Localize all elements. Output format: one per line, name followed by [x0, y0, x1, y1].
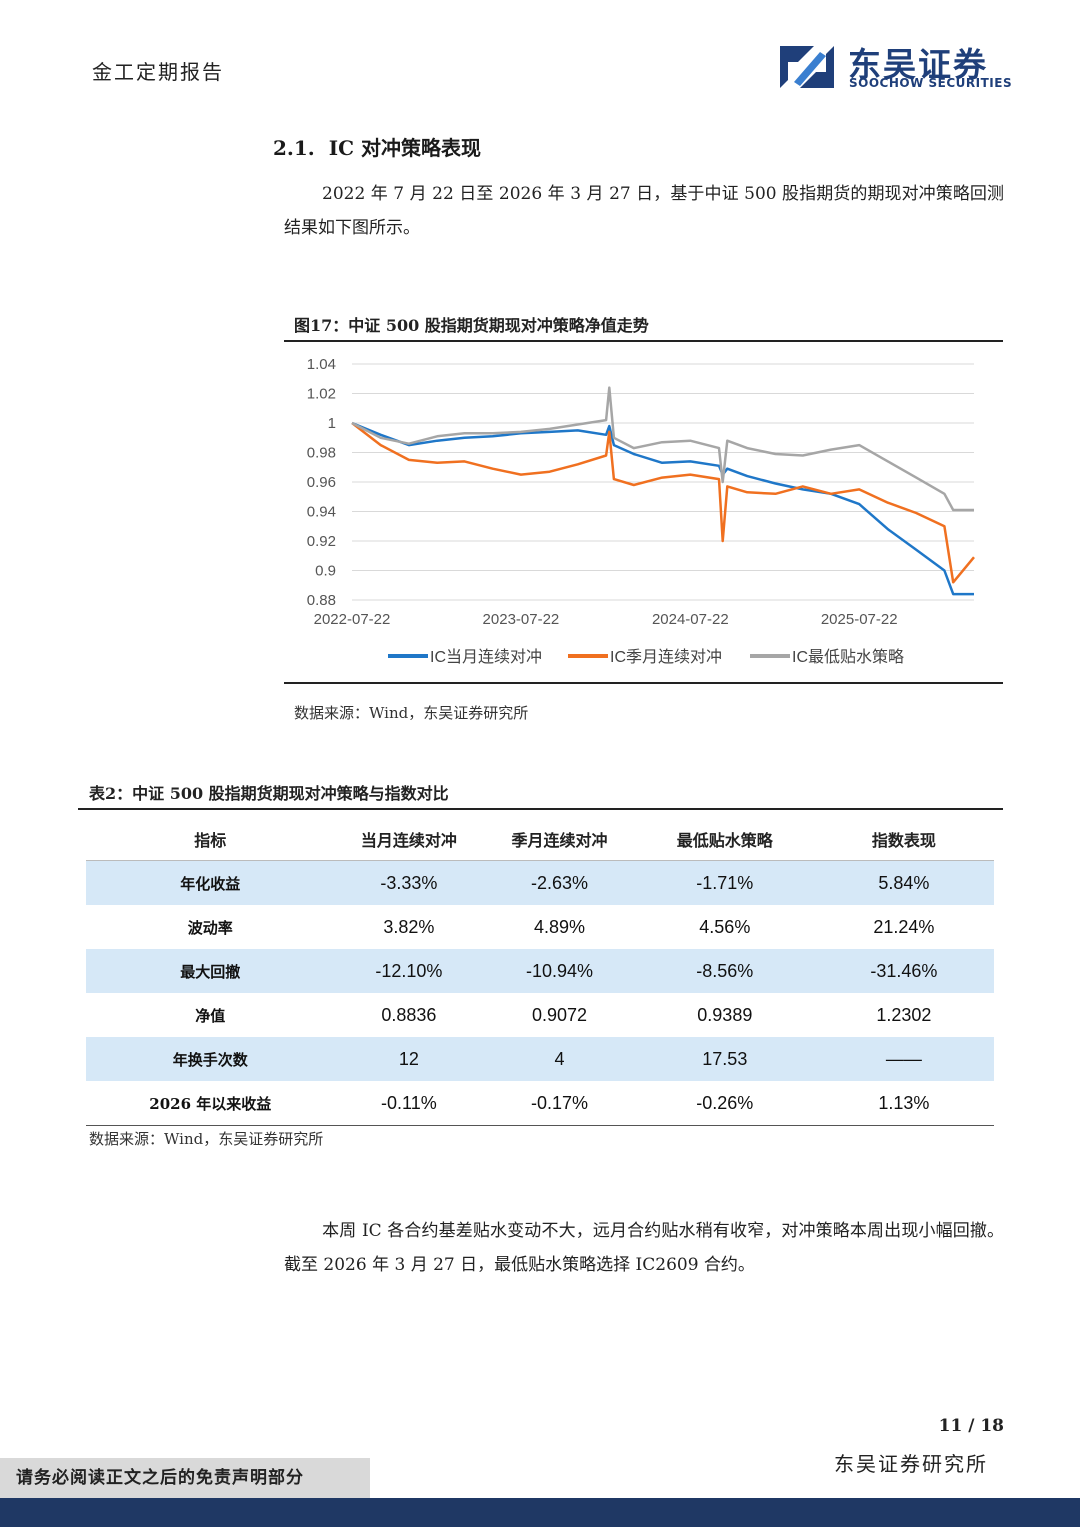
x-tick-label: 2025-07-22: [821, 611, 898, 628]
disclaimer-banner: 请务必阅读正文之后的免责声明部分: [0, 1458, 370, 1498]
table-row: 年化收益 -3.33% -2.63% -1.71% 5.84%: [86, 860, 994, 905]
table-cell: -8.56%: [635, 949, 814, 993]
table-row: 年换手次数 12 4 17.53 ——: [86, 1037, 994, 1081]
table-source: 数据来源：Wind，东吴证券研究所: [89, 1130, 324, 1148]
table-cell: 4.89%: [533, 916, 586, 937]
footer-institute: 东吴证券研究所: [834, 1452, 988, 1476]
y-tick-label: 0.96: [307, 474, 336, 491]
row-label: 最大回撤: [86, 949, 335, 993]
table-cell: -0.11%: [334, 1081, 484, 1126]
x-tick-label: 2024-07-22: [652, 611, 729, 628]
header-cell: 季月连续对冲: [483, 818, 636, 861]
table-cell: -3.33%: [334, 860, 484, 905]
brand-logo: 东吴证券 SOOCHOW SECURITIES: [776, 40, 1012, 96]
table-cell: -0.17%: [483, 1081, 636, 1126]
y-tick-label: 1: [328, 415, 336, 432]
table-row: 净值 0.8836 0.9072 0.9389 1.2302: [86, 993, 994, 1037]
table-cell: -12.10%: [334, 949, 484, 993]
section-number: 2.1.: [273, 136, 315, 160]
report-type-label: 金工定期报告: [92, 60, 224, 84]
y-tick-label: 0.94: [307, 504, 336, 521]
series-line-1: [351, 421, 974, 596]
chart-gridlines: [352, 363, 974, 601]
table-cell: 4.56%: [699, 916, 751, 937]
table-cell: ——: [813, 1037, 994, 1081]
legend-label: IC最低贴水策略: [792, 648, 904, 666]
chart-x-axis: 2022-07-22 2023-07-22 2024-07-22 2025-07-22: [314, 611, 898, 628]
x-tick-label: 2022-07-22: [314, 611, 391, 628]
series-line-2: [351, 422, 975, 584]
figure-bottom-rule: [284, 682, 1003, 684]
header-cell: 指标: [86, 818, 335, 861]
legend-label: IC季月连续对冲: [610, 648, 722, 666]
table-cell: 5.84%: [813, 860, 994, 905]
table-row: 最大回撤 -12.10% -10.94% -8.56% -31.46%: [86, 949, 994, 993]
table-cell: -10.94%: [483, 949, 636, 993]
table-cell: 0.8836: [381, 1004, 437, 1025]
y-tick-label: 0.92: [307, 533, 336, 550]
row-label: 年换手次数: [86, 1037, 335, 1081]
header-cell: 当月连续对冲: [334, 818, 484, 861]
intro-paragraph-text: 2022 年 7 月 22 日至 2026 年 3 月 27 日，基于中证 50…: [284, 184, 1004, 238]
footer-bar: [0, 1498, 1080, 1527]
table-cell: 17.53: [635, 1037, 814, 1081]
section-title-text: IC 对冲策略表现: [328, 136, 482, 160]
chart-legend: IC当月连续对冲 IC季月连续对冲 IC最低贴水策略: [388, 648, 904, 666]
legend-label: IC当月连续对冲: [430, 648, 542, 666]
intro-paragraph: 2022 年 7 月 22 日至 2026 年 3 月 27 日，基于中证 50…: [284, 177, 1004, 245]
table-title: 表2：中证 500 股指期货期现对冲策略与指数对比: [89, 784, 449, 803]
y-tick-label: 1.04: [307, 356, 336, 373]
figure-top-rule: [284, 340, 1003, 342]
series-line-3: [351, 386, 974, 512]
figure-title: 图17：中证 500 股指期货期现对冲策略净值走势: [294, 316, 649, 335]
row-label: 2026 年以来收益: [86, 1081, 335, 1126]
brand-name-cn: 东吴证券: [848, 45, 988, 84]
row-label: 年化收益: [86, 860, 335, 905]
table-cell: -2.63%: [483, 860, 636, 905]
figure-source: 数据来源：Wind，东吴证券研究所: [294, 704, 529, 722]
chart-series-lines: [351, 386, 975, 596]
table-cell: 4: [483, 1037, 636, 1081]
table-top-rule: [78, 808, 1003, 810]
table-cell: 1.13%: [813, 1081, 994, 1126]
table-cell: -1.71%: [635, 860, 814, 905]
section-title: 2.1. IC 对冲策略表现: [273, 132, 481, 161]
chart-y-axis: 1.04 1.02 1 0.98 0.96 0.94 0.92 0.9 0.88: [307, 356, 336, 609]
table-cell: 1.2302: [876, 1004, 932, 1025]
closing-paragraph: 本周 IC 各合约基差贴水变动不大，远月合约贴水稍有收窄，对冲策略本周出现小幅回…: [284, 1214, 1004, 1282]
table-cell: -0.26%: [635, 1081, 814, 1126]
table-row: 波动率 3.82% 4.89% 4.56% 21.24%: [86, 905, 994, 949]
y-tick-label: 0.9: [315, 563, 336, 580]
table-cell: 0.9072: [531, 1004, 588, 1025]
table-cell: -31.46%: [813, 949, 994, 993]
table-row: 2026 年以来收益 -0.11% -0.17% -0.26% 1.13%: [86, 1081, 994, 1126]
table-cell: 12: [334, 1037, 484, 1081]
table-cell: 3.82%: [383, 916, 435, 937]
y-tick-label: 0.88: [307, 592, 336, 609]
x-tick-label: 2023-07-22: [483, 611, 560, 628]
row-label: 波动率: [187, 918, 233, 937]
y-tick-label: 0.98: [307, 445, 336, 462]
brand-logo-mark-icon: [776, 42, 838, 92]
header-cell: 指数表现: [813, 818, 994, 861]
header-cell: 最低贴水策略: [635, 818, 814, 861]
table-cell: 0.9389: [697, 1004, 753, 1025]
page-number: 11 / 18: [938, 1416, 1004, 1436]
net-value-line-chart: 1.04 1.02 1 0.98 0.96 0.94 0.92 0.9 0.88 2022-07…: [307, 356, 975, 666]
table-header-row: 指标 当月连续对冲 季月连续对冲 最低贴水策略 指数表现: [86, 818, 994, 861]
table-cell: 21.24%: [873, 916, 935, 937]
brand-name-en: SOOCHOW SECURITIES: [849, 76, 1013, 90]
closing-paragraph-text: 本周 IC 各合约基差贴水变动不大，远月合约贴水稍有收窄，对冲策略本周出现小幅回…: [284, 1221, 1004, 1275]
row-label: 净值: [195, 1006, 226, 1025]
y-tick-label: 1.02: [307, 386, 336, 403]
comparison-table: 指标 当月连续对冲 季月连续对冲 最低贴水策略 指数表现 年化收益 -3.33%…: [86, 818, 994, 1126]
